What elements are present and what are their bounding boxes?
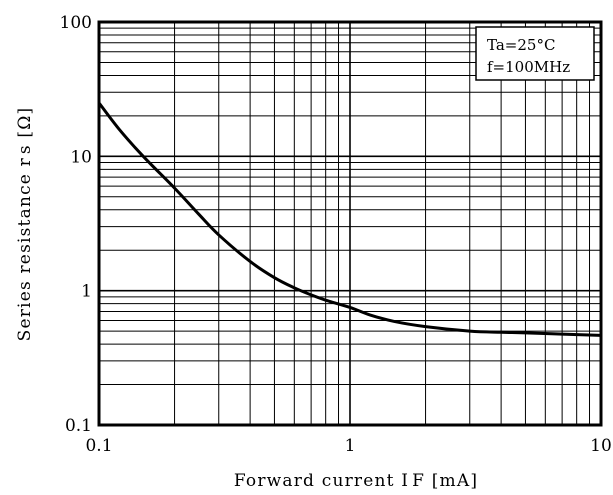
series-resistance-curve [97,101,602,337]
y-tick-label: 100 [60,13,92,33]
y-tick-label: 10 [70,147,92,167]
x-axis-label: Forward current I F [mA] [234,471,478,491]
x-tick-label: 10 [590,436,612,456]
x-tick-label: 0.1 [85,436,112,456]
x-tick-label: 1 [345,436,356,456]
vertical-gridlines [174,22,591,425]
plot-frame [97,20,603,427]
legend-frequency: f=100MHz [487,58,570,76]
y-axis-label: Series resistance r s [Ω] [15,107,35,342]
y-tick-label: 0.1 [65,416,92,436]
legend-temperature: Ta=25°C [487,36,555,54]
conditions-legend-box [475,26,595,81]
x-tick-labels: 0.1 1 10 [85,436,611,456]
y-tick-labels: 0.1 1 10 100 [60,13,92,436]
y-tick-label: 1 [81,282,92,302]
